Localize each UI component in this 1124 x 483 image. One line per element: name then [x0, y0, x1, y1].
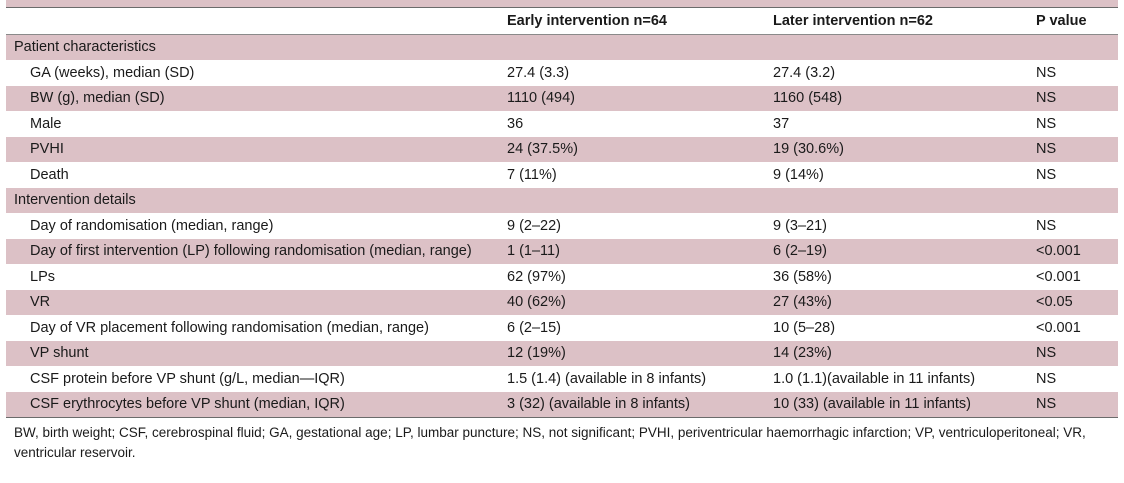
table-row: LPs 62 (97%) 36 (58%) <0.001 [6, 264, 1118, 290]
cell-early: 6 (2–15) [507, 319, 562, 336]
table-header-row: Early intervention n=64 Later interventi… [6, 8, 1118, 35]
cell-p: NS [1028, 391, 1118, 418]
header-later-intervention: Later intervention n=62 [765, 8, 1028, 35]
table-page: Early intervention n=64 Later interventi… [6, 0, 1118, 463]
row-label: BW (g), median (SD) [6, 85, 499, 111]
cell-early: 40 (62%) [499, 289, 765, 315]
table-row: Day of first intervention (LP) following… [6, 238, 1118, 264]
cell-later: 9 (3–21) [773, 217, 828, 234]
cell-p: <0.05 [1028, 289, 1118, 315]
table-row: PVHI 24 (37.5%) 19 (30.6%) NS [6, 136, 1118, 162]
cell-later: 9 (14%) [773, 166, 824, 183]
table-row: Day of randomisation (median, range) 9 (… [6, 213, 1118, 239]
cell-early: 24 (37.5%) [499, 136, 765, 162]
section-heading: Patient characteristics [6, 34, 1118, 60]
cell-p: NS [1036, 166, 1057, 183]
table-row: VP shunt 12 (19%) 14 (23%) NS [6, 340, 1118, 366]
cell-later: 14 (23%) [765, 340, 1028, 366]
row-label: Day of VR placement following randomisat… [30, 319, 429, 336]
row-label: Day of first intervention (LP) following… [6, 238, 499, 264]
results-table: Early intervention n=64 Later interventi… [6, 8, 1118, 418]
table-row: GA (weeks), median (SD) 27.4 (3.3) 27.4 … [6, 60, 1118, 86]
header-p-value: P value [1028, 8, 1118, 35]
row-label: Death [30, 166, 69, 183]
table-top-band [6, 0, 1118, 8]
cell-later: 1160 (548) [765, 85, 1028, 111]
cell-early: 12 (19%) [499, 340, 765, 366]
table-row: Day of VR placement following randomisat… [6, 315, 1118, 341]
cell-early: 9 (2–22) [507, 217, 562, 234]
cell-p: NS [1028, 340, 1118, 366]
cell-later: 37 [773, 115, 790, 132]
header-early-intervention: Early intervention n=64 [499, 8, 765, 35]
table-row: CSF erythrocytes before VP shunt (median… [6, 391, 1118, 418]
cell-p: <0.001 [1036, 268, 1081, 285]
cell-early: 3 (32) (available in 8 infants) [499, 391, 765, 418]
cell-later: 6 (2–19) [765, 238, 1028, 264]
row-label: PVHI [6, 136, 499, 162]
cell-early: 1110 (494) [499, 85, 765, 111]
table-footnote: BW, birth weight; CSF, cerebrospinal flu… [14, 425, 1086, 460]
row-label: CSF protein before VP shunt (g/L, median… [30, 370, 345, 387]
cell-early: 1.5 (1.4) (available in 8 infants) [507, 370, 707, 387]
cell-p: <0.001 [1028, 238, 1118, 264]
cell-p: NS [1036, 64, 1057, 81]
cell-p: NS [1028, 85, 1118, 111]
table-row: BW (g), median (SD) 1110 (494) 1160 (548… [6, 85, 1118, 111]
table-row-section: Intervention details [6, 187, 1118, 213]
row-label: CSF erythrocytes before VP shunt (median… [6, 391, 499, 418]
cell-later: 1.0 (1.1)(available in 11 infants) [773, 370, 976, 387]
cell-p: NS [1028, 136, 1118, 162]
row-label: GA (weeks), median (SD) [30, 64, 195, 81]
table-row: VR 40 (62%) 27 (43%) <0.05 [6, 289, 1118, 315]
cell-p: NS [1036, 115, 1057, 132]
cell-early: 36 [507, 115, 524, 132]
cell-p: NS [1036, 217, 1057, 234]
cell-later: 27.4 (3.2) [773, 64, 836, 81]
cell-early: 1 (1–11) [499, 238, 765, 264]
row-label: VR [6, 289, 499, 315]
row-label: Day of randomisation (median, range) [30, 217, 274, 234]
cell-later: 36 (58%) [773, 268, 832, 285]
cell-early: 7 (11%) [507, 166, 557, 183]
row-label: VP shunt [6, 340, 499, 366]
cell-later: 10 (33) (available in 11 infants) [765, 391, 1028, 418]
cell-later: 27 (43%) [765, 289, 1028, 315]
cell-early: 62 (97%) [507, 268, 566, 285]
cell-early: 27.4 (3.3) [507, 64, 570, 81]
section-heading: Intervention details [6, 187, 1118, 213]
table-row: Male 36 37 NS [6, 111, 1118, 137]
table-row: Death 7 (11%) 9 (14%) NS [6, 162, 1118, 188]
cell-later: 10 (5–28) [773, 319, 836, 336]
header-label [6, 8, 499, 35]
cell-p: <0.001 [1036, 319, 1081, 336]
table-row: CSF protein before VP shunt (g/L, median… [6, 366, 1118, 392]
row-label: Male [30, 115, 62, 132]
cell-p: NS [1036, 370, 1057, 387]
cell-later: 19 (30.6%) [765, 136, 1028, 162]
table-row-section: Patient characteristics [6, 34, 1118, 60]
row-label: LPs [30, 268, 55, 285]
